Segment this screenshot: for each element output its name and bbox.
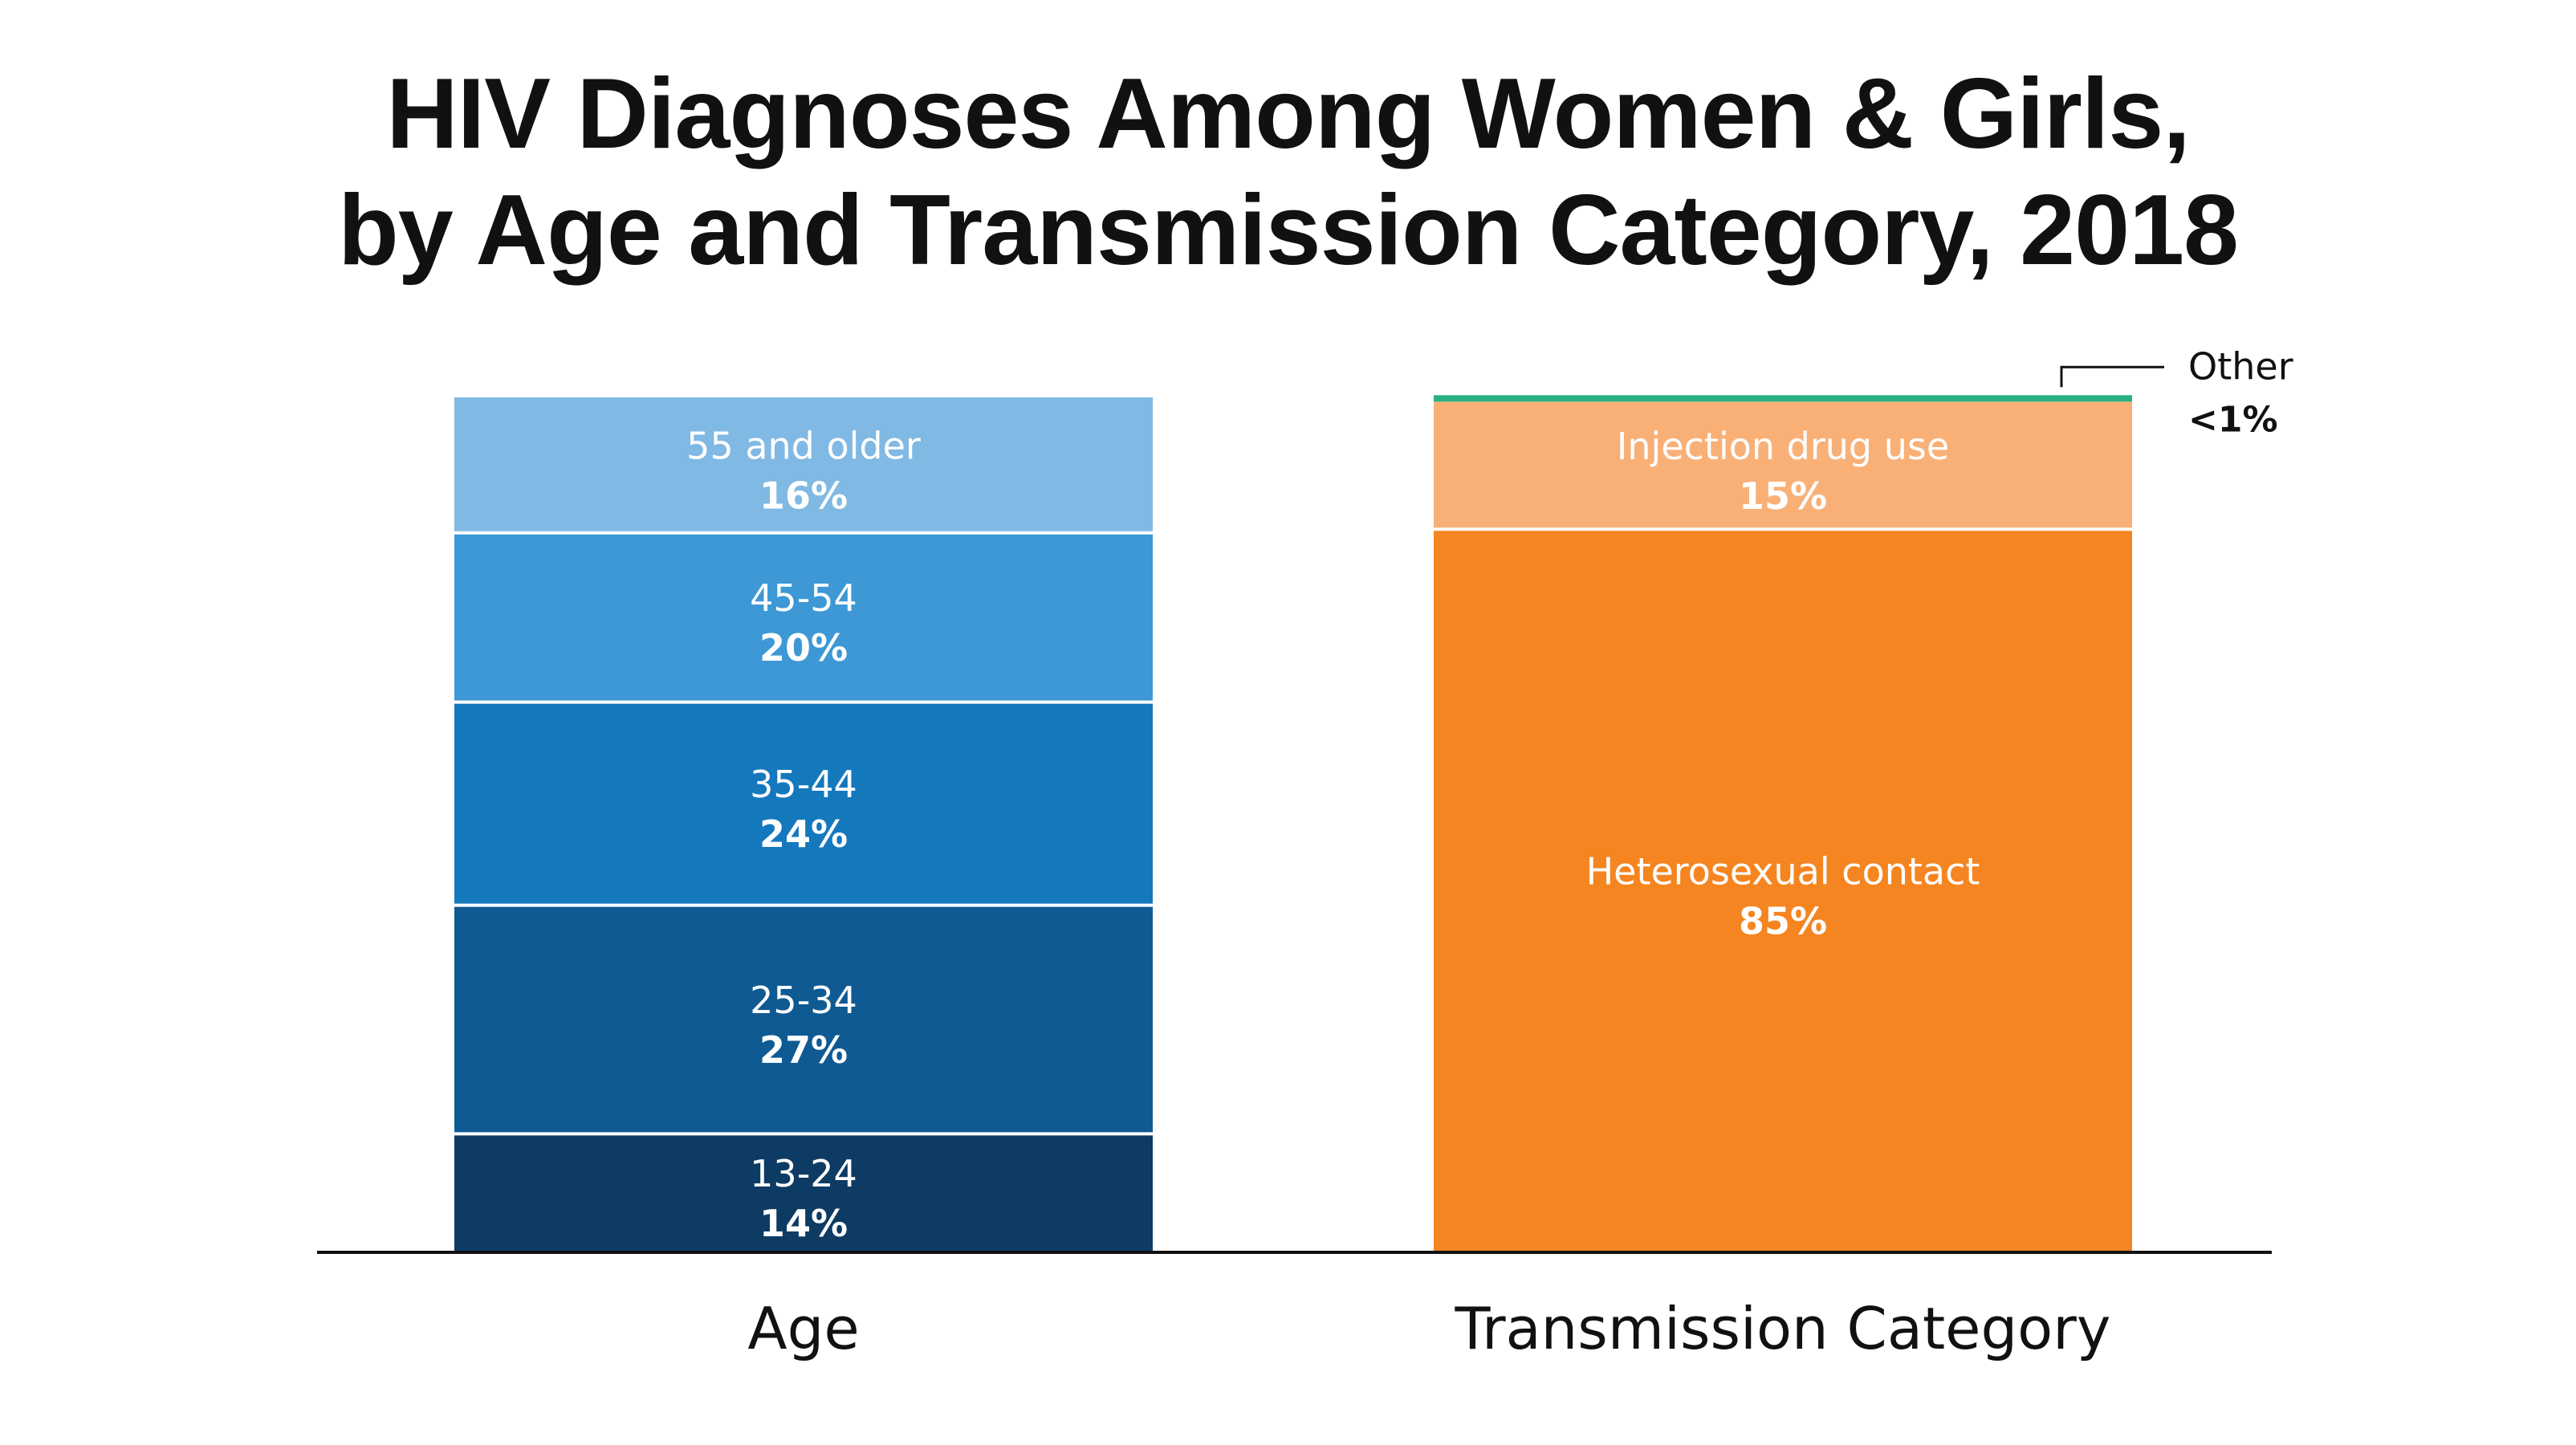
segment-label-25-34: 25-34 xyxy=(750,979,857,1022)
chart-title: HIV Diagnoses Among Women & Girls, by Ag… xyxy=(0,56,2576,289)
bar-segment-transmission-category-heterosexual-contact xyxy=(1434,529,2132,1252)
segment-label-heterosexual-contact: Heterosexual contact xyxy=(1586,850,1980,893)
segment-label-45-54: 45-54 xyxy=(750,576,857,620)
annotation-value-other: <1% xyxy=(2188,399,2278,440)
chart-title-line-1: HIV Diagnoses Among Women & Girls, xyxy=(386,59,2191,169)
segment-label-injection-drug-use: Injection drug use xyxy=(1617,425,1949,468)
bar-segment-transmission-category-injection-drug-use xyxy=(1434,401,2132,530)
segment-value-25-34: 27% xyxy=(759,1028,848,1072)
segment-value-13-24: 14% xyxy=(759,1202,848,1245)
x-axis-label-transmission-category: Transmission Category xyxy=(1455,1295,2111,1362)
bar-segment-age-13-24 xyxy=(454,1134,1153,1252)
annotation-label-other: Other xyxy=(2188,344,2293,388)
bar-segment-age-25-34 xyxy=(454,905,1153,1134)
segment-value-35-44: 24% xyxy=(759,812,848,856)
segment-value-heterosexual-contact: 85% xyxy=(1739,900,1827,943)
chart-title-line-2: by Age and Transmission Category, 2018 xyxy=(337,175,2239,286)
segment-label-35-44: 35-44 xyxy=(750,763,857,806)
bar-segment-age-35-44 xyxy=(454,702,1153,906)
bar-segment-age-55-and-older xyxy=(454,397,1153,533)
segment-label-55-and-older: 55 and older xyxy=(686,424,921,467)
segment-value-injection-drug-use: 15% xyxy=(1739,474,1827,518)
segment-value-55-and-older: 16% xyxy=(759,474,848,517)
annotation-leader-line xyxy=(2060,365,2164,388)
bar-segment-age-45-54 xyxy=(454,532,1153,702)
bar-segment-transmission-category-other xyxy=(1434,395,2132,402)
x-axis-label-age: Age xyxy=(747,1295,859,1362)
segment-value-45-54: 20% xyxy=(759,626,848,670)
segment-label-13-24: 13-24 xyxy=(750,1152,857,1195)
